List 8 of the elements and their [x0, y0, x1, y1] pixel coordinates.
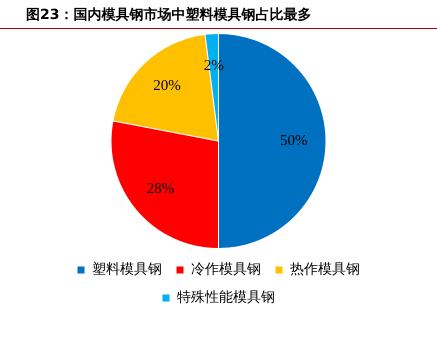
legend-label: 冷作模具钢 [191, 262, 261, 278]
legend-label: 塑料模具钢 [92, 262, 162, 278]
data-label: 20% [153, 78, 181, 94]
data-label: 50% [280, 132, 308, 149]
data-label: 28% [146, 180, 174, 197]
legend-label: 特殊性能模具钢 [177, 290, 275, 306]
legend-label: 热作模具钢 [290, 262, 360, 278]
chart-title: 图23：国内模具钢市场中塑料模具钢占比最多 [0, 0, 437, 29]
